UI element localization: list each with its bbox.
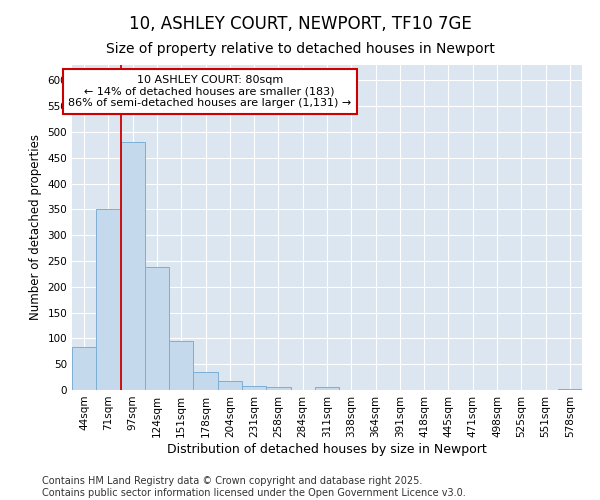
Text: 10 ASHLEY COURT: 80sqm
← 14% of detached houses are smaller (183)
86% of semi-de: 10 ASHLEY COURT: 80sqm ← 14% of detached… [68, 74, 352, 108]
Bar [193, 372, 218, 390]
Bar [72, 347, 96, 390]
Bar [145, 267, 169, 390]
Text: 10, ASHLEY COURT, NEWPORT, TF10 7GE: 10, ASHLEY COURT, NEWPORT, TF10 7GE [128, 15, 472, 33]
Bar [96, 209, 121, 390]
Bar [121, 142, 145, 390]
Bar [266, 388, 290, 390]
Bar [169, 341, 193, 390]
Text: Size of property relative to detached houses in Newport: Size of property relative to detached ho… [106, 42, 494, 56]
X-axis label: Distribution of detached houses by size in Newport: Distribution of detached houses by size … [167, 442, 487, 456]
Bar [218, 381, 242, 390]
Bar [558, 389, 582, 390]
Text: Contains HM Land Registry data © Crown copyright and database right 2025.
Contai: Contains HM Land Registry data © Crown c… [42, 476, 466, 498]
Bar [315, 388, 339, 390]
Y-axis label: Number of detached properties: Number of detached properties [29, 134, 42, 320]
Bar [242, 386, 266, 390]
